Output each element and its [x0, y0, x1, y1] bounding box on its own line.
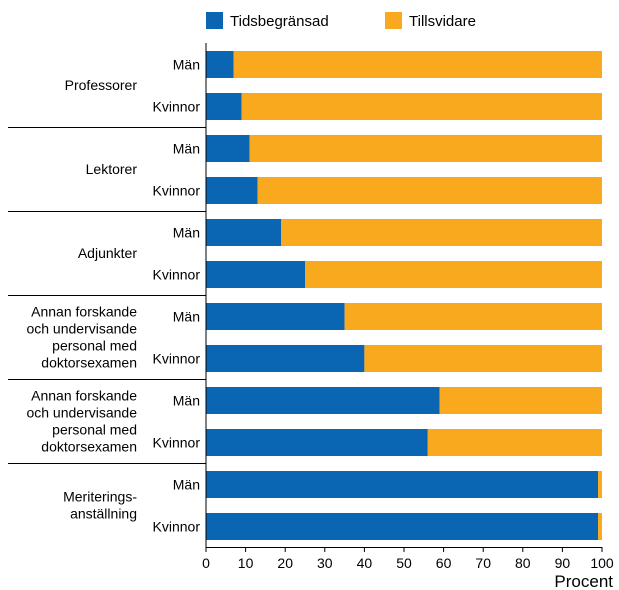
group-label-line: anställning	[70, 506, 137, 522]
legend-swatch-1	[385, 12, 402, 29]
bar-label: Män	[173, 477, 200, 493]
group-label-line: Annan forskande	[31, 388, 137, 404]
x-tick-label: 50	[396, 555, 412, 571]
bar-segment-tillsvidare	[598, 471, 602, 498]
group-label-line: Annan forskande	[31, 304, 137, 320]
legend-swatch-0	[206, 12, 223, 29]
bar-segment-tillsvidare	[241, 93, 602, 120]
x-tick-label: 30	[317, 555, 333, 571]
x-tick-label: 10	[238, 555, 254, 571]
bar-segment-tillsvidare	[598, 513, 602, 540]
legend-label-1: Tillsvidare	[409, 13, 476, 30]
x-tick-label: 60	[436, 555, 452, 571]
bar-segment-tidsbegransad	[206, 513, 599, 540]
group-label-line: doktorsexamen	[41, 355, 137, 371]
group-label-line: och undervisande	[26, 405, 137, 421]
bar-label: Män	[173, 141, 200, 157]
x-axis-title: Procent	[554, 572, 613, 590]
bar-segment-tidsbegransad	[206, 93, 242, 120]
bar-segment-tillsvidare	[281, 219, 602, 246]
bar-segment-tillsvidare	[257, 177, 602, 204]
bar-label: Kvinnor	[153, 183, 201, 199]
group-label-line: Lektorer	[86, 161, 138, 177]
bar-label: Kvinnor	[153, 267, 201, 283]
bar-segment-tidsbegransad	[206, 219, 282, 246]
group-label-line: och undervisande	[26, 321, 137, 337]
bar-label: Kvinnor	[153, 519, 201, 535]
bar-segment-tidsbegransad	[206, 345, 365, 372]
group-label-line: Adjunkter	[78, 245, 137, 261]
group-label-line: doktorsexamen	[41, 439, 137, 455]
bar-labels: Män Kvinnor Män Kvinnor Män Kvinnor Män Kvinnor…	[153, 57, 201, 535]
bar-segment-tidsbegransad	[206, 387, 440, 414]
x-tick-label: 40	[357, 555, 373, 571]
bars	[206, 51, 602, 540]
bar-label: Kvinnor	[153, 99, 201, 115]
bar-segment-tillsvidare	[233, 51, 602, 78]
x-tick-label: 70	[475, 555, 491, 571]
bar-segment-tidsbegransad	[206, 471, 599, 498]
bar-segment-tidsbegransad	[206, 261, 305, 288]
group-label-line: personal med	[52, 338, 137, 354]
bar-segment-tillsvidare	[344, 303, 602, 330]
bar-segment-tidsbegransad	[206, 51, 234, 78]
bar-segment-tillsvidare	[305, 261, 602, 288]
legend: Tidsbegränsad Tillsvidare	[206, 12, 476, 30]
group-label-line: Meriterings-	[63, 489, 137, 505]
bar-label: Män	[173, 57, 200, 73]
x-tick-label: 20	[277, 555, 293, 571]
group-label-line: Professorer	[65, 77, 138, 93]
bar-label: Män	[173, 309, 200, 325]
bar-segment-tillsvidare	[364, 345, 602, 372]
bar-segment-tidsbegransad	[206, 303, 345, 330]
bar-label: Män	[173, 225, 200, 241]
bar-segment-tillsvidare	[249, 135, 602, 162]
bar-segment-tidsbegransad	[206, 429, 428, 456]
bar-label: Kvinnor	[153, 351, 201, 367]
bar-label: Kvinnor	[153, 435, 201, 451]
x-tick-label: 90	[555, 555, 571, 571]
legend-label-0: Tidsbegränsad	[230, 13, 329, 30]
x-tick-label: 100	[590, 555, 614, 571]
bar-segment-tillsvidare	[427, 429, 602, 456]
bar-label: Män	[173, 393, 200, 409]
group-labels: Professorer Lektorer Adjunkter Annan forska…	[8, 77, 206, 522]
group-label-line: personal med	[52, 422, 137, 438]
x-tick-label: 0	[202, 555, 210, 571]
x-tick-label: 80	[515, 555, 531, 571]
bar-segment-tidsbegransad	[206, 177, 258, 204]
bar-segment-tillsvidare	[439, 387, 602, 414]
bar-segment-tidsbegransad	[206, 135, 250, 162]
